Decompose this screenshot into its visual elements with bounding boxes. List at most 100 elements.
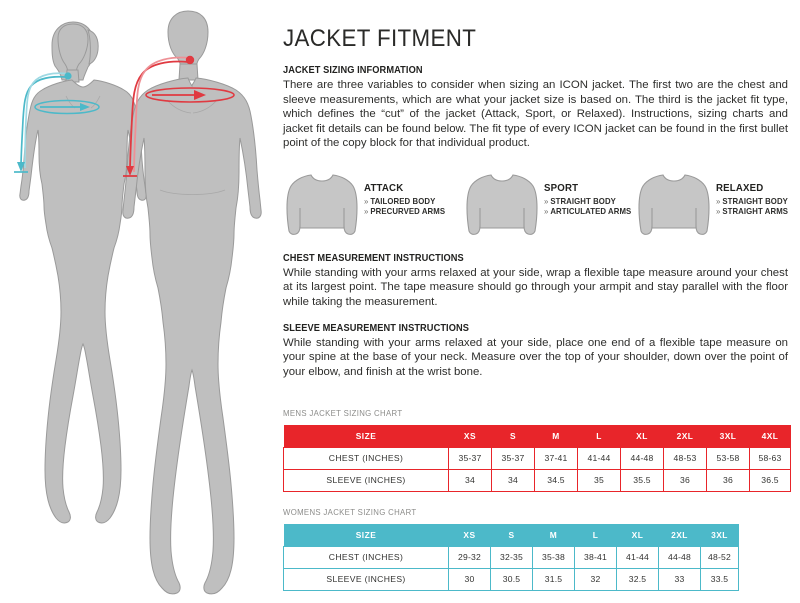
column-header: 3XL bbox=[706, 425, 750, 447]
table-row: CHEST (INCHES) 35-37 35-37 37-41 41-44 4… bbox=[283, 446, 791, 470]
cell: 31.5 bbox=[532, 567, 575, 591]
womens-sizing-table: SIZE XS S M L XL 2XL 3XL CHEST (INCHES) … bbox=[283, 524, 739, 591]
table-header-row: SIZE XS S M L XL 2XL 3XL 4XL bbox=[283, 425, 791, 447]
fit-type-name: SPORT bbox=[544, 182, 579, 194]
mens-sizing-table: SIZE XS S M L XL 2XL 3XL 4XL CHEST (INCH… bbox=[283, 425, 791, 492]
cell: 41-44 bbox=[577, 446, 621, 470]
chest-measurement-section: CHEST MEASUREMENT INSTRUCTIONS While sta… bbox=[283, 252, 795, 309]
fit-type-relaxed: RELAXED » STRAIGHT BODY » STRAIGHT ARMS bbox=[635, 168, 795, 242]
fit-type-attack: ATTACK » TAILORED BODY » PRECURVED ARMS bbox=[283, 168, 463, 242]
fit-types-row: ATTACK » TAILORED BODY » PRECURVED ARMS SP… bbox=[283, 168, 795, 242]
table-row: SLEEVE (INCHES) 34 34 34.5 35 35.5 36 36… bbox=[283, 468, 791, 492]
sizing-info-text: There are three variables to consider wh… bbox=[283, 79, 788, 150]
male-sleeve-arrow bbox=[129, 56, 192, 173]
cell: 37-41 bbox=[534, 446, 578, 470]
cell: 29-32 bbox=[448, 545, 491, 569]
female-chest-arrow bbox=[34, 99, 100, 115]
female-body-silhouette bbox=[19, 21, 147, 524]
bullet-text: STRAIGHT BODY bbox=[550, 197, 616, 206]
cell: 33 bbox=[658, 567, 701, 591]
male-sleeve-arrowhead bbox=[126, 166, 134, 176]
bullet-text: TAILORED BODY bbox=[370, 197, 436, 206]
cell: 38-41 bbox=[574, 545, 617, 569]
bullet-marker: » bbox=[364, 197, 369, 206]
chest-instructions-text: While standing with your arms relaxed at… bbox=[283, 267, 788, 308]
row-label: CHEST (INCHES) bbox=[283, 446, 449, 470]
fit-type-bullets: » STRAIGHT BODY » ARTICULATED ARMS bbox=[544, 197, 636, 217]
cell: 53-58 bbox=[706, 446, 750, 470]
fit-type-name: RELAXED bbox=[716, 182, 764, 194]
cell: 33.5 bbox=[700, 567, 739, 591]
male-chest-arrow bbox=[145, 87, 235, 103]
cell: 41-44 bbox=[616, 545, 659, 569]
table-header-row: SIZE XS S M L XL 2XL 3XL bbox=[283, 524, 739, 546]
cell: 35-37 bbox=[448, 446, 492, 470]
bullet-text: STRAIGHT BODY bbox=[722, 197, 788, 206]
column-header: M bbox=[534, 425, 578, 447]
cell: 32.5 bbox=[616, 567, 659, 591]
column-header: 3XL bbox=[700, 524, 739, 546]
female-sleeve-arrowhead bbox=[17, 162, 25, 172]
bullet-marker: » bbox=[716, 197, 721, 206]
bullet-marker: » bbox=[544, 197, 549, 206]
section-heading-sizing-info: JACKET SIZING INFORMATION bbox=[283, 64, 423, 77]
section-heading-chest: CHEST MEASUREMENT INSTRUCTIONS bbox=[283, 252, 464, 264]
jacket-icon bbox=[283, 168, 361, 240]
bullet-text: PRECURVED ARMS bbox=[370, 207, 446, 216]
column-header: 2XL bbox=[663, 425, 707, 447]
cell: 44-48 bbox=[658, 545, 701, 569]
column-header: SIZE bbox=[283, 524, 449, 546]
cell: 58-63 bbox=[749, 446, 791, 470]
body-measurement-illustration bbox=[0, 0, 278, 603]
column-header: XL bbox=[620, 425, 664, 447]
jacket-icon bbox=[635, 168, 713, 240]
column-header: S bbox=[491, 425, 535, 447]
column-header: XS bbox=[448, 524, 491, 546]
bullet-marker: » bbox=[716, 207, 721, 216]
cell: 34 bbox=[491, 468, 535, 492]
table-row: CHEST (INCHES) 29-32 32-35 35-38 38-41 4… bbox=[283, 545, 739, 569]
column-header: L bbox=[574, 524, 617, 546]
cell: 30.5 bbox=[490, 567, 533, 591]
womens-chart-label: WOMENS JACKET SIZING CHART bbox=[283, 507, 417, 517]
column-header: S bbox=[490, 524, 533, 546]
cell: 35 bbox=[577, 468, 621, 492]
column-header: 4XL bbox=[749, 425, 791, 447]
cell: 48-52 bbox=[700, 545, 739, 569]
mens-chart-label: MENS JACKET SIZING CHART bbox=[283, 408, 403, 418]
bullet-text: ARTICULATED ARMS bbox=[550, 207, 632, 216]
womens-sizing-chart-block: WOMENS JACKET SIZING CHART SIZE XS S M L… bbox=[283, 507, 739, 591]
column-header: 2XL bbox=[658, 524, 701, 546]
row-label: SLEEVE (INCHES) bbox=[283, 468, 449, 492]
column-header: XL bbox=[616, 524, 659, 546]
male-body-silhouette bbox=[122, 10, 262, 595]
bullet-marker: » bbox=[544, 207, 549, 216]
table-row: SLEEVE (INCHES) 30 30.5 31.5 32 32.5 33 … bbox=[283, 567, 739, 591]
cell: 48-53 bbox=[663, 446, 707, 470]
sleeve-measurement-section: SLEEVE MEASUREMENT INSTRUCTIONS While st… bbox=[283, 322, 795, 379]
fit-type-bullets: » TAILORED BODY » PRECURVED ARMS bbox=[364, 197, 449, 217]
cell: 35-38 bbox=[532, 545, 575, 569]
jacket-sizing-information-section: JACKET SIZING INFORMATION There are thre… bbox=[283, 64, 795, 150]
sleeve-instructions-text: While standing with your arms relaxed at… bbox=[283, 337, 788, 378]
cell: 36 bbox=[663, 468, 707, 492]
mens-sizing-chart-block: MENS JACKET SIZING CHART SIZE XS S M L X… bbox=[283, 408, 791, 492]
list-item: » STRAIGHT BODY bbox=[544, 197, 631, 207]
content-column: JACKET FITMENT JACKET SIZING INFORMATION… bbox=[283, 0, 795, 603]
cell: 35.5 bbox=[620, 468, 664, 492]
page-title: JACKET FITMENT bbox=[283, 25, 477, 52]
cell: 35-37 bbox=[491, 446, 535, 470]
list-item: » TAILORED BODY bbox=[364, 197, 445, 207]
fit-type-name: ATTACK bbox=[364, 182, 404, 194]
cell: 36 bbox=[706, 468, 750, 492]
column-header: SIZE bbox=[283, 425, 449, 447]
cell: 44-48 bbox=[620, 446, 664, 470]
female-sleeve-arrow bbox=[20, 72, 70, 169]
cell: 32-35 bbox=[490, 545, 533, 569]
list-item: » STRAIGHT BODY bbox=[716, 197, 788, 207]
column-header: M bbox=[532, 524, 575, 546]
jacket-icon bbox=[463, 168, 541, 240]
column-header: XS bbox=[448, 425, 492, 447]
male-sleeve-start-dot bbox=[185, 55, 195, 65]
